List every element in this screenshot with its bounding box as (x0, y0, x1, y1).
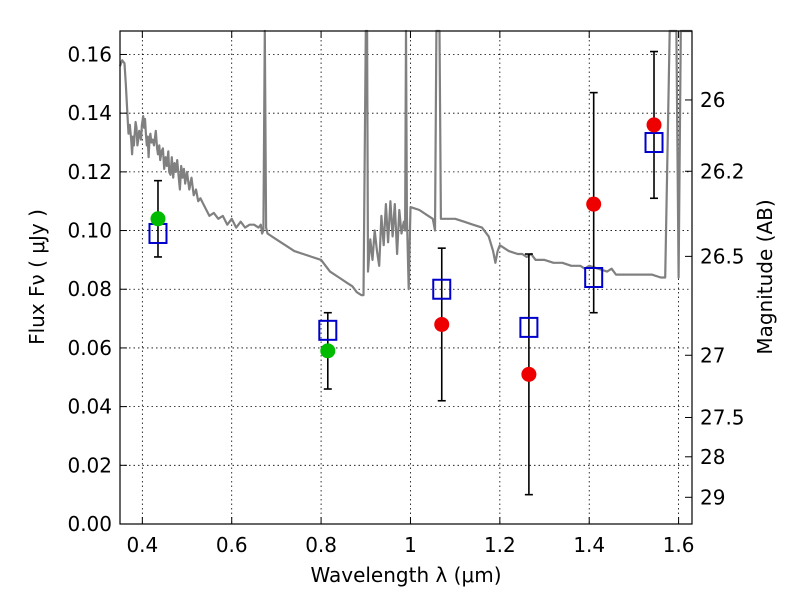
model-photometry-square (644, 132, 664, 154)
grid-layer (120, 31, 692, 525)
y2-tick-label: 28 (700, 445, 725, 469)
y-tick-label: 0.04 (67, 395, 112, 419)
red-data-point (586, 196, 602, 212)
y2-tick-label: 27.5 (700, 405, 745, 429)
green-data-point (150, 211, 166, 227)
y-tick-label: 0.10 (67, 219, 112, 243)
y-tick-label: 0.06 (67, 336, 112, 360)
red-data-point (434, 316, 450, 332)
y-tick-label: 0.02 (67, 453, 112, 477)
model-photometry-square (318, 319, 338, 341)
sed-layer (118, 29, 692, 297)
model-photometry-square (584, 267, 604, 288)
model-photometry-square (519, 316, 539, 338)
y2-tick-label: 26.2 (700, 159, 745, 183)
tick-label-layer: 0.4 0.6 0.8 1 1.2 1.4 1.6 0.00 0.02 0.04 0.06 0.08 0… (67, 42, 744, 557)
x-axis-label: Wavelength λ (μm) (310, 563, 501, 587)
y-tick-label: 0.14 (67, 101, 112, 125)
red-data-point (646, 117, 662, 133)
sed-model-line (118, 29, 692, 297)
red-data-point (521, 366, 537, 382)
y2-axis-label: Magnitude (AB) (753, 199, 777, 354)
x-tick-label: 0.4 (126, 533, 158, 557)
plot-frame (119, 30, 693, 525)
tick-layer (120, 31, 692, 525)
green-data-point (320, 343, 336, 359)
y-tick-label: 0.12 (67, 160, 112, 184)
y2-tick-label: 26 (700, 88, 725, 112)
y-tick-label: 0.16 (67, 42, 112, 66)
x-tick-label: 1.2 (484, 533, 516, 557)
x-tick-label: 0.6 (216, 533, 248, 557)
x-tick-label: 1 (404, 533, 417, 557)
x-tick-label: 1.6 (663, 533, 695, 557)
x-tick-label: 1.4 (573, 533, 605, 557)
y-tick-label: 0.00 (67, 512, 112, 536)
x-tick-label: 0.8 (305, 533, 337, 557)
y2-tick-label: 29 (700, 485, 725, 509)
y-axis-label: Flux Fν ( μJy ) (25, 209, 49, 345)
y2-tick-label: 27 (700, 343, 725, 367)
model-photometry-square (432, 278, 452, 300)
marker-layer (148, 117, 664, 382)
y2-tick-label: 26.5 (700, 244, 745, 268)
y-tick-label: 0.08 (67, 277, 112, 301)
